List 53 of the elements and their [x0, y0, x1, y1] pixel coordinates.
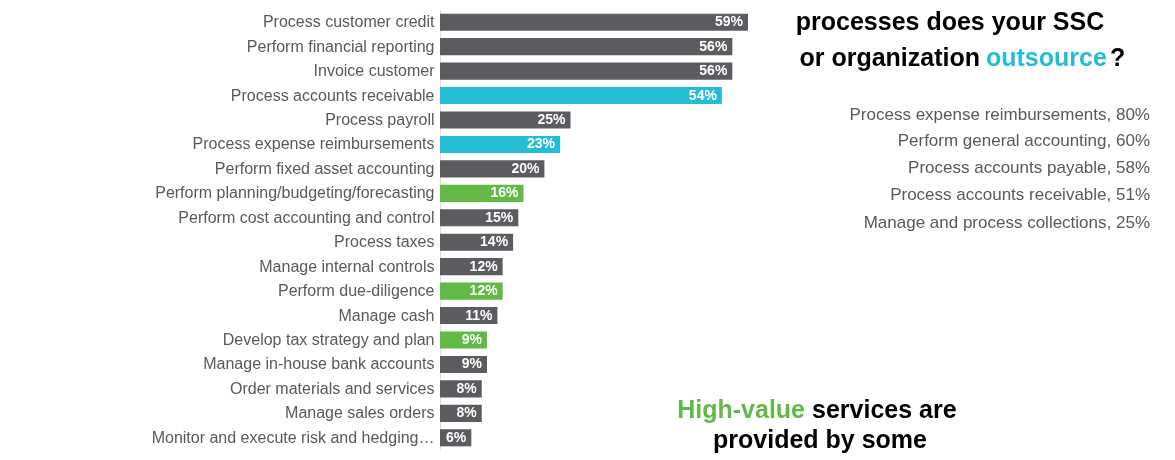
y-tick-label: Manage in-house bank accounts [203, 355, 435, 373]
annotation: High-value [677, 395, 806, 423]
data-label: 23% [527, 135, 556, 152]
y-tick-label: Perform due-diligence [277, 282, 435, 300]
data-label: 25% [537, 111, 567, 127]
data-label: 12% [469, 282, 499, 299]
data-label: 14% [480, 233, 509, 250]
y-tick-label: Manage internal controls [259, 257, 435, 275]
data-label: 20% [511, 159, 540, 176]
text: Perform general accounting, 60% [897, 131, 1150, 150]
data-label: 6% [446, 428, 467, 445]
y-tick-label: Process payroll [325, 111, 435, 128]
data-label: 56% [699, 62, 728, 79]
text: processes does your SSC [795, 7, 1105, 35]
data-label: 59% [714, 13, 744, 30]
data-label: 12% [469, 257, 499, 274]
y-tick-label: Process expense reimbursements [192, 135, 435, 153]
y-tick-label: Manage sales orders [285, 404, 435, 422]
data-label: 16% [490, 184, 520, 201]
y-tick-label: Perform planning/budgeting/forecasting [155, 184, 435, 202]
y-tick-label: Invoice customer [313, 62, 436, 80]
data-label: 56% [699, 37, 728, 54]
y-tick-label: Perform financial reporting [246, 37, 435, 55]
data-label: 54% [688, 86, 718, 103]
text: Process accounts payable, 58% [908, 158, 1150, 177]
bar [440, 111, 571, 129]
y-tick-label: Process accounts receivable [230, 86, 435, 104]
y-tick-label: Perform cost accounting and control [178, 208, 435, 226]
text: or organization [799, 43, 980, 71]
text: outsource [986, 43, 1107, 71]
data-label: 9% [461, 331, 483, 347]
bar [440, 38, 733, 56]
text: Process expense reimbursements, 80% [849, 105, 1150, 124]
bar [440, 62, 733, 80]
bar [440, 13, 748, 31]
text: Process accounts receivable, 51% [890, 185, 1150, 204]
data-label: 9% [461, 355, 483, 372]
data-label: 8% [456, 404, 478, 421]
data-label: 11% [465, 306, 493, 323]
y-tick-label: Order materials and services [229, 379, 435, 397]
text: Manage and process collections, 25% [863, 213, 1150, 232]
y-tick-label: Monitor and execute risk and hedging… [151, 428, 435, 446]
y-tick-label: Process customer credit [262, 13, 436, 31]
annotation: provided by some [713, 425, 928, 453]
text: ? [1110, 43, 1126, 71]
bar [440, 87, 722, 105]
y-tick-label: Process taxes [334, 233, 435, 251]
data-label: 8% [456, 379, 478, 396]
y-tick-label: Perform fixed asset accounting [214, 159, 435, 177]
y-tick-label: Develop tax strategy and plan [222, 331, 435, 348]
data-label: 15% [485, 208, 514, 225]
y-tick-label: Manage cash [338, 306, 435, 324]
text: services are [812, 395, 957, 423]
